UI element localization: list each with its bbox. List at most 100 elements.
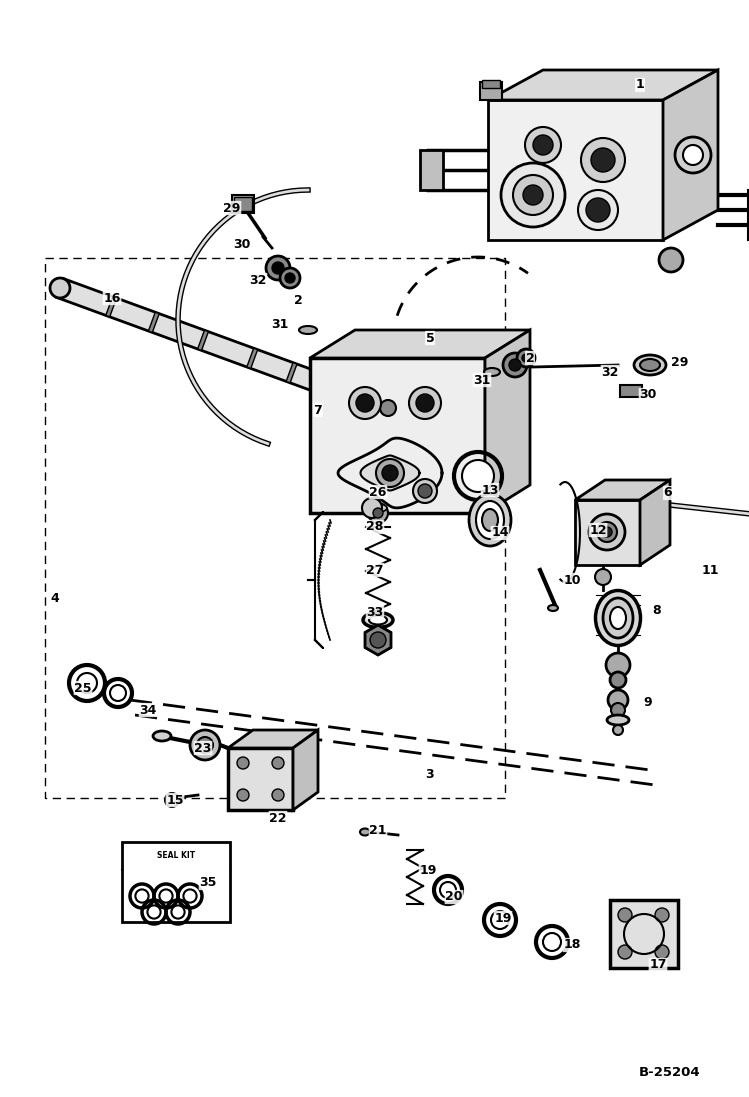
Text: 32: 32	[601, 365, 619, 378]
Circle shape	[491, 911, 509, 929]
Circle shape	[533, 135, 553, 155]
Circle shape	[280, 268, 300, 289]
Bar	[748, 190, 749, 240]
Text: 19: 19	[494, 912, 512, 925]
Text: 3: 3	[425, 769, 434, 781]
Circle shape	[165, 793, 179, 807]
Text: 31: 31	[271, 318, 288, 331]
Ellipse shape	[607, 715, 629, 725]
Circle shape	[503, 353, 527, 377]
Ellipse shape	[603, 598, 633, 638]
Ellipse shape	[375, 396, 401, 420]
Circle shape	[589, 514, 625, 550]
Text: 2: 2	[526, 351, 534, 364]
Polygon shape	[640, 480, 670, 565]
Circle shape	[148, 905, 160, 918]
Circle shape	[513, 176, 553, 215]
Polygon shape	[488, 70, 718, 100]
Circle shape	[285, 273, 295, 283]
Circle shape	[462, 460, 494, 491]
Circle shape	[586, 197, 610, 222]
Text: 26: 26	[369, 486, 386, 498]
Polygon shape	[106, 296, 117, 317]
Circle shape	[655, 945, 669, 959]
Bar	[45, 258, 505, 798]
Text: 35: 35	[199, 877, 216, 890]
Circle shape	[522, 354, 530, 362]
Circle shape	[606, 653, 630, 677]
Circle shape	[197, 737, 213, 753]
Circle shape	[416, 394, 434, 412]
Text: 1: 1	[636, 79, 644, 91]
Circle shape	[172, 905, 184, 918]
Text: SEAL KIT: SEAL KIT	[157, 851, 195, 860]
Circle shape	[184, 890, 196, 903]
Ellipse shape	[484, 367, 500, 376]
Text: 5: 5	[425, 331, 434, 344]
Text: 30: 30	[640, 388, 657, 402]
Circle shape	[501, 163, 565, 227]
Text: B-25204: B-25204	[638, 1065, 700, 1078]
Circle shape	[349, 387, 381, 419]
Text: 32: 32	[249, 273, 267, 286]
Circle shape	[362, 498, 382, 518]
Polygon shape	[360, 455, 419, 490]
Circle shape	[272, 262, 284, 274]
Polygon shape	[310, 358, 485, 513]
Circle shape	[543, 934, 561, 951]
Polygon shape	[365, 625, 391, 655]
Text: 4: 4	[51, 591, 59, 604]
Polygon shape	[228, 748, 293, 810]
Circle shape	[523, 185, 543, 205]
Ellipse shape	[482, 509, 498, 531]
Circle shape	[356, 394, 374, 412]
Ellipse shape	[50, 278, 70, 298]
Circle shape	[595, 569, 611, 585]
Polygon shape	[663, 70, 718, 240]
Circle shape	[77, 672, 97, 693]
Text: 16: 16	[103, 292, 121, 305]
Circle shape	[659, 248, 683, 272]
Circle shape	[611, 703, 625, 717]
Circle shape	[610, 672, 626, 688]
Text: 2: 2	[294, 294, 303, 306]
Text: 25: 25	[74, 681, 91, 694]
Ellipse shape	[469, 494, 511, 546]
Ellipse shape	[610, 607, 626, 629]
Circle shape	[237, 789, 249, 801]
Text: 17: 17	[649, 959, 667, 972]
Circle shape	[517, 349, 535, 367]
Text: 6: 6	[664, 486, 673, 499]
Polygon shape	[420, 150, 443, 190]
Text: 13: 13	[482, 484, 499, 497]
Bar	[480, 82, 502, 100]
Polygon shape	[198, 330, 208, 350]
Polygon shape	[485, 330, 530, 513]
Circle shape	[591, 148, 615, 172]
Circle shape	[655, 908, 669, 921]
Circle shape	[618, 908, 632, 921]
Circle shape	[613, 725, 623, 735]
Text: 28: 28	[366, 520, 383, 533]
Text: 29: 29	[223, 202, 240, 215]
Ellipse shape	[476, 501, 504, 539]
Text: 8: 8	[652, 603, 661, 617]
Bar	[620, 385, 642, 397]
Text: 12: 12	[589, 523, 607, 536]
Ellipse shape	[595, 590, 640, 645]
Text: 29: 29	[671, 355, 688, 369]
Circle shape	[683, 145, 703, 165]
Circle shape	[110, 685, 126, 701]
Polygon shape	[286, 363, 297, 383]
Circle shape	[272, 789, 284, 801]
Ellipse shape	[369, 615, 387, 624]
Circle shape	[525, 127, 561, 163]
Polygon shape	[293, 730, 318, 810]
Text: 21: 21	[369, 824, 386, 837]
Circle shape	[418, 484, 432, 498]
Circle shape	[237, 757, 249, 769]
Polygon shape	[310, 330, 530, 358]
Polygon shape	[247, 348, 258, 369]
Circle shape	[136, 890, 148, 903]
Circle shape	[618, 945, 632, 959]
